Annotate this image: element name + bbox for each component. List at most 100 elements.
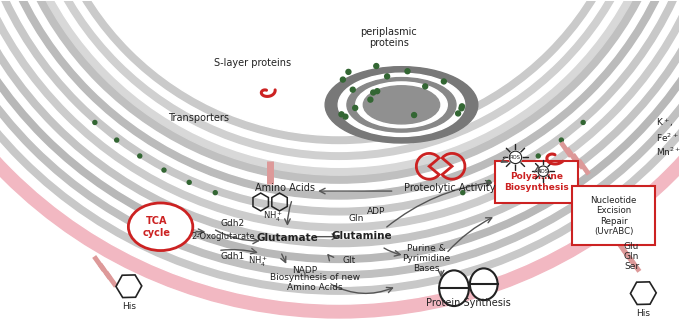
Circle shape: [0, 0, 685, 247]
Circle shape: [23, 71, 26, 75]
Circle shape: [593, 32, 652, 92]
Circle shape: [680, 142, 683, 145]
Text: ADP: ADP: [366, 207, 385, 216]
Text: His: His: [636, 309, 650, 318]
Circle shape: [648, 187, 658, 196]
Text: 2-Oxoglutarate: 2-Oxoglutarate: [191, 232, 255, 241]
Circle shape: [83, 71, 86, 75]
Circle shape: [647, 150, 649, 152]
Circle shape: [627, 160, 630, 162]
Circle shape: [653, 148, 655, 150]
Circle shape: [32, 182, 34, 185]
Circle shape: [10, 134, 50, 175]
Circle shape: [17, 142, 42, 167]
Text: Proteolytic Activity: Proteolytic Activity: [404, 183, 496, 193]
Circle shape: [0, 0, 685, 294]
Circle shape: [8, 133, 51, 176]
Circle shape: [667, 169, 677, 178]
Text: Protein Synthesis: Protein Synthesis: [425, 298, 510, 308]
Circle shape: [593, 81, 596, 84]
Text: Glt: Glt: [342, 256, 356, 265]
Circle shape: [29, 152, 32, 154]
Circle shape: [58, 153, 60, 156]
Circle shape: [639, 172, 642, 175]
Circle shape: [630, 132, 633, 134]
Circle shape: [620, 60, 623, 63]
Circle shape: [57, 147, 60, 150]
Circle shape: [368, 97, 373, 102]
Circle shape: [627, 137, 630, 139]
Circle shape: [625, 148, 627, 151]
Ellipse shape: [470, 268, 497, 300]
Circle shape: [15, 93, 18, 97]
Circle shape: [41, 57, 45, 61]
Circle shape: [308, 306, 318, 316]
Circle shape: [57, 159, 60, 162]
Circle shape: [203, 289, 214, 299]
Circle shape: [19, 125, 22, 128]
Text: His: His: [122, 302, 136, 311]
Circle shape: [607, 220, 616, 230]
Circle shape: [16, 85, 20, 89]
Circle shape: [635, 130, 674, 169]
Circle shape: [57, 56, 60, 59]
Text: S-layer proteins: S-layer proteins: [214, 58, 291, 68]
Circle shape: [681, 148, 684, 151]
Circle shape: [603, 30, 607, 33]
Circle shape: [538, 166, 549, 177]
Circle shape: [625, 154, 628, 157]
Circle shape: [25, 124, 28, 127]
Circle shape: [459, 106, 464, 111]
Circle shape: [656, 176, 658, 179]
Text: Glutamine: Glutamine: [332, 231, 392, 241]
Circle shape: [581, 120, 585, 125]
Circle shape: [61, 97, 64, 100]
Circle shape: [14, 128, 16, 130]
Circle shape: [51, 0, 627, 130]
Circle shape: [0, 0, 685, 304]
Circle shape: [32, 124, 34, 127]
Circle shape: [71, 61, 75, 64]
Text: TCA
cycle: TCA cycle: [142, 216, 171, 238]
Circle shape: [597, 36, 649, 88]
Text: NADP: NADP: [292, 266, 318, 275]
Circle shape: [464, 289, 475, 299]
Circle shape: [49, 130, 52, 134]
Circle shape: [18, 143, 41, 166]
Circle shape: [36, 154, 38, 157]
Circle shape: [439, 295, 449, 305]
Circle shape: [0, 0, 685, 263]
Circle shape: [374, 64, 379, 68]
Circle shape: [0, 0, 685, 278]
Circle shape: [638, 91, 642, 94]
Circle shape: [83, 115, 86, 119]
Circle shape: [645, 175, 647, 178]
Circle shape: [16, 56, 93, 134]
Circle shape: [54, 95, 57, 98]
Circle shape: [591, 31, 653, 93]
Circle shape: [55, 165, 58, 168]
Circle shape: [0, 0, 685, 215]
Circle shape: [41, 129, 45, 132]
Circle shape: [38, 181, 40, 184]
Circle shape: [634, 128, 675, 170]
Circle shape: [610, 27, 613, 30]
Circle shape: [586, 68, 590, 71]
Circle shape: [5, 170, 8, 173]
Circle shape: [675, 165, 678, 167]
Circle shape: [0, 0, 685, 223]
Circle shape: [412, 113, 416, 117]
Circle shape: [643, 139, 665, 160]
Circle shape: [653, 46, 656, 49]
Circle shape: [509, 151, 522, 164]
Circle shape: [675, 132, 678, 134]
Circle shape: [460, 104, 464, 109]
Circle shape: [40, 81, 68, 109]
Circle shape: [601, 41, 643, 83]
Circle shape: [282, 304, 291, 314]
Circle shape: [654, 152, 656, 154]
Circle shape: [360, 306, 371, 316]
Text: NH$_4^+$: NH$_4^+$: [248, 254, 268, 269]
Circle shape: [9, 131, 12, 134]
Circle shape: [650, 176, 653, 179]
